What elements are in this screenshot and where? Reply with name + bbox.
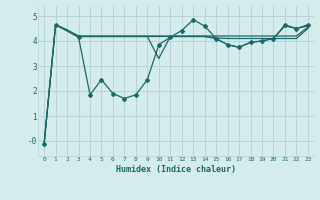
X-axis label: Humidex (Indice chaleur): Humidex (Indice chaleur)	[116, 165, 236, 174]
